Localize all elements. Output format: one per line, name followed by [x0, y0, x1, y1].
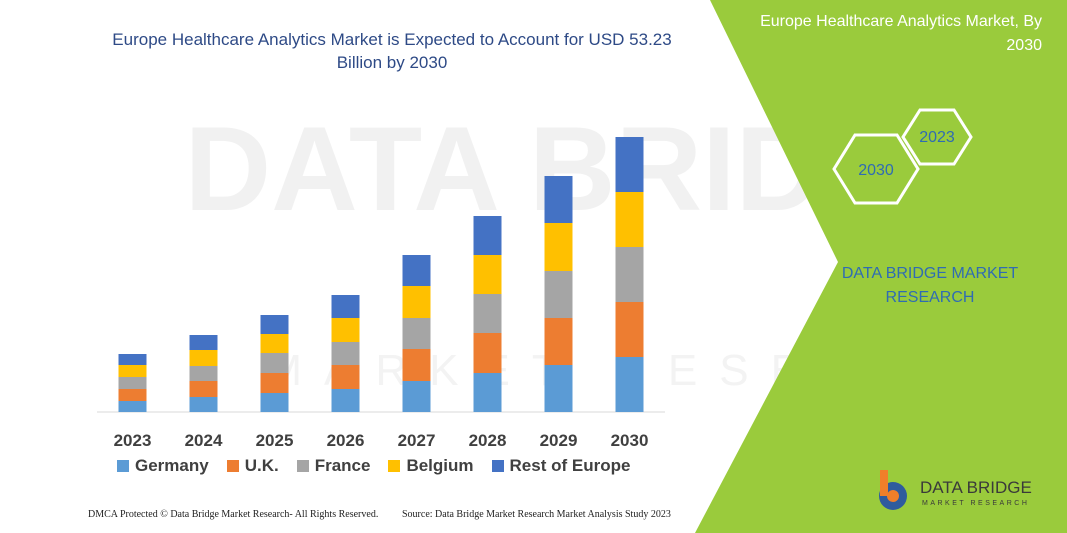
logo-tagline: MARKET RESEARCH [922, 500, 1029, 507]
legend-swatch [491, 460, 504, 472]
bar-segment [260, 315, 289, 334]
legend-item: Rest of Europe [491, 456, 631, 476]
x-tick-label: 2023 [114, 431, 152, 450]
logo-name: DATA BRIDGE [920, 478, 1032, 497]
x-tick-label: 2024 [185, 431, 223, 450]
bar-segment [331, 389, 360, 412]
legend-swatch [226, 460, 239, 472]
hex-label: 2023 [919, 129, 955, 146]
bar-segment [473, 333, 502, 373]
bar-segment [260, 353, 289, 373]
legend-label: France [314, 456, 371, 475]
legend-item: France [296, 456, 371, 476]
bar-segment [331, 295, 360, 318]
footer-rights: DMCA Protected © Data Bridge Market Rese… [88, 509, 379, 520]
bar-segment [331, 342, 360, 365]
x-tick-label: 2029 [540, 431, 578, 450]
bar-segment [473, 216, 502, 255]
bar-segment [473, 294, 502, 333]
hexagon [832, 133, 920, 205]
bar-segment [189, 335, 218, 350]
bar-segment [615, 137, 644, 192]
legend-item: Belgium [388, 456, 474, 476]
x-tick-label: 2026 [327, 431, 365, 450]
bar-segment [260, 393, 289, 412]
bar-segment [260, 334, 289, 353]
bar-segment [544, 223, 573, 271]
bar-segment [402, 286, 431, 318]
bar-segment [331, 318, 360, 342]
bar-segment [615, 302, 644, 357]
bar-segment [189, 350, 218, 366]
side-panel [695, 0, 1067, 533]
hexagon [901, 108, 973, 166]
x-tick-label: 2028 [469, 431, 507, 450]
hex-label: 2030 [858, 162, 894, 179]
legend-label: Germany [135, 456, 209, 475]
bar-segment [473, 255, 502, 294]
bar-segment [118, 401, 147, 412]
legend: Germany U.K. France Belgium Rest of Europe [117, 456, 630, 476]
legend-item: Germany [117, 456, 209, 476]
chart-title: Europe Healthcare Analytics Market is Ex… [112, 30, 672, 72]
legend-swatch [388, 460, 401, 472]
bar-segment [189, 397, 218, 412]
bar-segment [402, 255, 431, 286]
bar-segment [402, 318, 431, 349]
bar-segment [402, 381, 431, 412]
bar-segment [615, 247, 644, 302]
side-heading: Europe Healthcare Analytics Market, By 2… [760, 13, 1042, 54]
legend-label: U.K. [244, 456, 279, 475]
bar-segment [118, 354, 147, 365]
bar-segment [402, 349, 431, 381]
brand: DATA BRIDGE MARKET RESEARCH [841, 265, 1019, 306]
bar-segment [118, 377, 147, 389]
bar-segment [615, 192, 644, 247]
bar-segment [544, 365, 573, 412]
footer-source: Source: Data Bridge Market Research Mark… [402, 509, 671, 520]
bar-segment [544, 318, 573, 365]
logo-icon [887, 490, 899, 502]
logo-icon [880, 470, 888, 496]
bar-segment [615, 357, 644, 412]
bar-segment [189, 366, 218, 381]
legend-label: Rest of Europe [509, 456, 631, 475]
bar-segment [118, 365, 147, 377]
bar-segment [118, 389, 147, 401]
legend-swatch [296, 460, 309, 472]
bar-segment [189, 381, 218, 397]
legend-swatch [117, 460, 129, 472]
legend-label: Belgium [406, 456, 474, 475]
legend-item: U.K. [226, 456, 279, 476]
bar-segment [473, 373, 502, 412]
bar-segment [544, 271, 573, 318]
x-tick-label: 2030 [611, 431, 649, 450]
x-tick-label: 2027 [398, 431, 436, 450]
bar-segment [260, 373, 289, 393]
bar-segment [544, 176, 573, 223]
bar-segment [331, 365, 360, 389]
x-tick-label: 2025 [256, 431, 294, 450]
